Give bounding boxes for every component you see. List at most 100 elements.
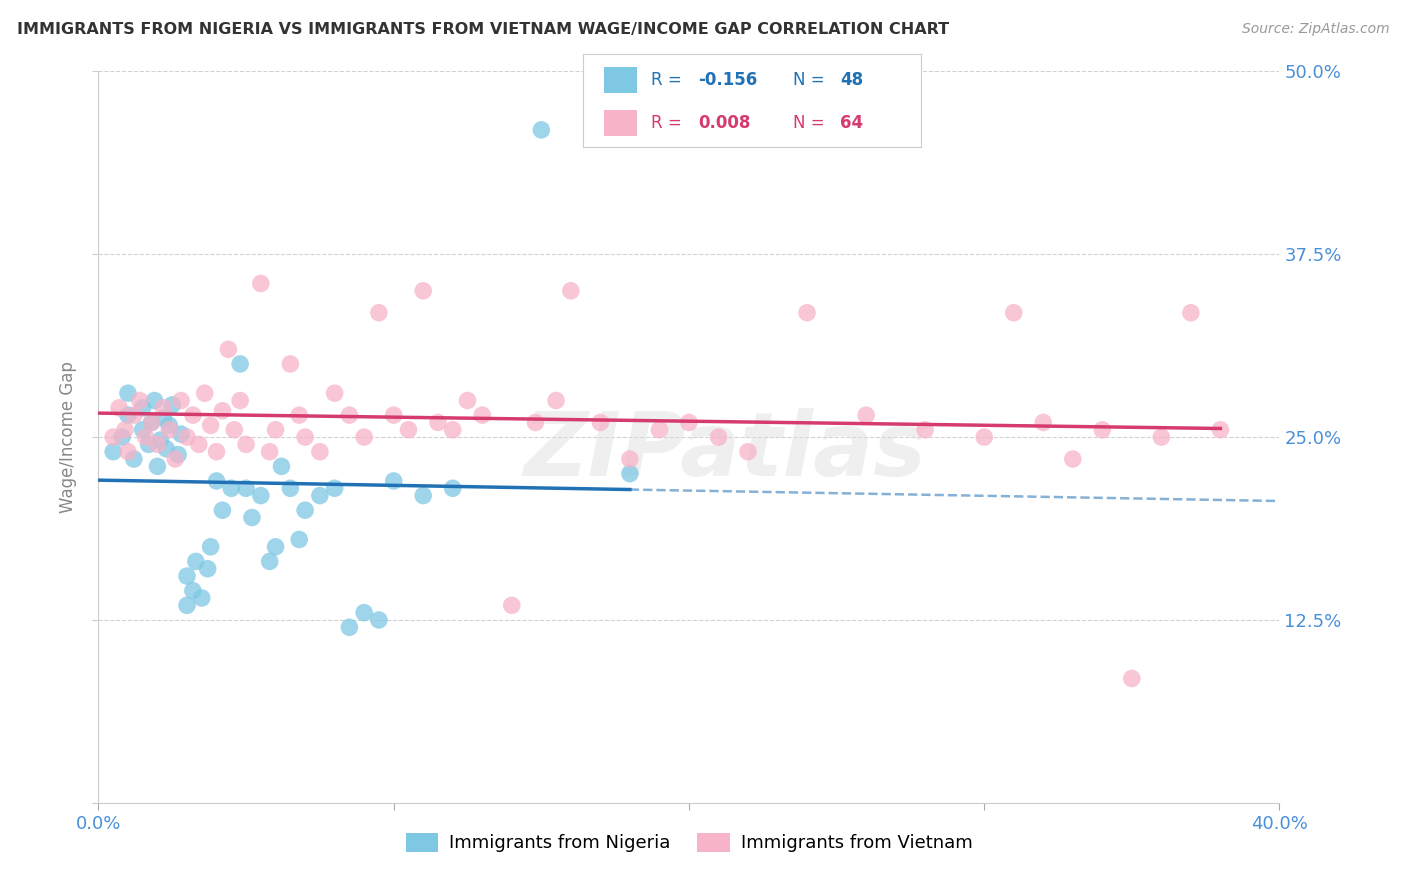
Point [103, 444, 125, 458]
Point [117, 444, 139, 458]
Point [250, 489, 273, 503]
Point [146, 437, 169, 451]
Point [648, 423, 671, 437]
Point [294, 503, 316, 517]
Point [135, 430, 157, 444]
Point [132, 423, 155, 437]
Point [122, 452, 145, 467]
Point [619, 452, 641, 467]
Point [353, 606, 375, 620]
Point [103, 430, 125, 444]
Point [1209, 423, 1232, 437]
Point [229, 393, 252, 408]
Point [157, 418, 180, 433]
Point [176, 430, 198, 444]
Point [211, 403, 233, 417]
Point [1150, 430, 1173, 444]
Text: ZIPatlas: ZIPatlas [523, 409, 927, 495]
Text: R =: R = [651, 114, 688, 132]
Text: N =: N = [793, 114, 830, 132]
Point [157, 423, 180, 437]
Point [530, 123, 553, 137]
Point [427, 416, 450, 430]
Point [560, 284, 582, 298]
Point [170, 427, 193, 442]
Point [152, 401, 174, 415]
Point [162, 398, 183, 412]
Point [114, 423, 136, 437]
Point [250, 277, 273, 291]
Point [132, 401, 155, 415]
Text: 64: 64 [839, 114, 863, 132]
Point [235, 437, 257, 451]
Text: N =: N = [793, 70, 830, 88]
Point [108, 401, 131, 415]
Point [141, 416, 163, 430]
Point [1121, 672, 1143, 686]
Point [368, 613, 391, 627]
Point [914, 423, 936, 437]
Point [412, 489, 434, 503]
Point [441, 481, 464, 495]
Point [205, 474, 228, 488]
Point [280, 357, 302, 371]
Point [155, 442, 177, 456]
Point [138, 437, 160, 451]
Bar [603, 67, 637, 93]
Point [122, 408, 145, 422]
Point [398, 423, 420, 437]
Point [184, 554, 207, 568]
Text: R =: R = [651, 70, 688, 88]
Point [1032, 416, 1054, 430]
Point [280, 481, 302, 495]
Point [678, 416, 700, 430]
Point [235, 481, 257, 495]
Point [457, 393, 479, 408]
Point [264, 540, 287, 554]
Point [117, 386, 139, 401]
Point [176, 569, 198, 583]
Point [143, 393, 166, 408]
Point [200, 540, 222, 554]
Point [524, 416, 547, 430]
Point [181, 408, 204, 422]
Point [264, 423, 287, 437]
Text: Source: ZipAtlas.com: Source: ZipAtlas.com [1241, 22, 1389, 37]
Point [441, 423, 464, 437]
Point [309, 444, 332, 458]
Point [501, 599, 523, 613]
Point [546, 393, 568, 408]
Point [288, 533, 311, 547]
Point [323, 481, 346, 495]
Y-axis label: Wage/Income Gap: Wage/Income Gap [59, 361, 77, 513]
Point [323, 386, 346, 401]
Point [221, 481, 243, 495]
Point [170, 393, 193, 408]
Point [117, 408, 139, 422]
Point [707, 430, 730, 444]
Point [1180, 306, 1202, 320]
Point [339, 408, 361, 422]
Point [181, 583, 204, 598]
Point [197, 562, 219, 576]
Point [200, 418, 222, 433]
Point [240, 510, 263, 524]
Bar [603, 110, 637, 136]
Point [128, 393, 150, 408]
Point [194, 386, 217, 401]
Point [1002, 306, 1025, 320]
Point [412, 284, 434, 298]
Point [382, 474, 405, 488]
Text: -0.156: -0.156 [699, 70, 758, 88]
Point [217, 343, 239, 357]
Point [146, 459, 169, 474]
Point [368, 306, 391, 320]
Point [309, 489, 332, 503]
Point [165, 452, 187, 467]
Point [589, 416, 612, 430]
Point [1062, 452, 1084, 467]
Point [224, 423, 246, 437]
Point [259, 444, 281, 458]
Text: 48: 48 [839, 70, 863, 88]
Point [176, 599, 198, 613]
